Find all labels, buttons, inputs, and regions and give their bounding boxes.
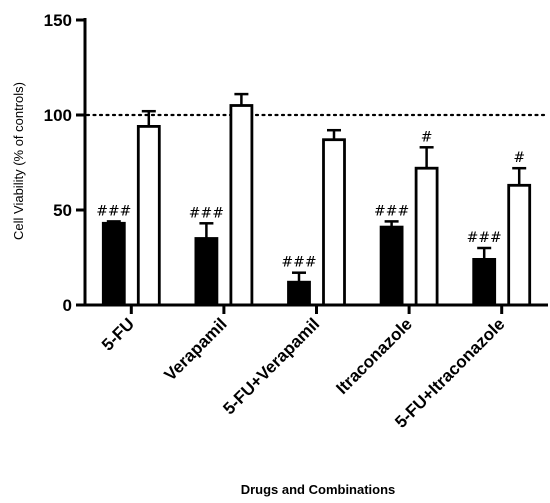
significance-label: ### <box>467 230 502 246</box>
y-tick-label: 100 <box>44 106 72 125</box>
y-tick-label: 50 <box>53 201 72 220</box>
significance-label: # <box>513 150 525 166</box>
significance-label: ### <box>189 205 224 221</box>
x-tick-label: Itraconazole <box>332 314 416 398</box>
bar-open <box>136 125 161 307</box>
bar-open <box>414 166 439 307</box>
bar-filled <box>194 237 219 307</box>
y-axis: 0 50 100 150 <box>44 11 87 315</box>
bar-open <box>322 138 346 307</box>
bar-filled <box>472 257 497 307</box>
x-axis-title: Drugs and Combinations <box>241 482 396 497</box>
x-tick-label: 5-FU+Verapamil <box>219 314 323 418</box>
significance-label: # <box>421 129 433 145</box>
bar-filled <box>101 221 126 307</box>
bars-group: ### ############## <box>96 92 532 307</box>
significance-label: ### <box>374 203 409 219</box>
y-axis-title: Cell Viability (% of controls) <box>11 82 26 240</box>
bar-open <box>507 183 532 307</box>
x-tick-label: Verapamil <box>160 314 230 384</box>
bar-filled <box>379 225 404 307</box>
bar-open <box>229 104 254 307</box>
significance-label: ### <box>281 255 316 271</box>
x-tick-label: 5-FU <box>98 314 138 354</box>
y-tick-label: 0 <box>63 296 72 315</box>
significance-label: ### <box>96 203 131 219</box>
bar-filled <box>287 280 311 307</box>
y-tick-label: 150 <box>44 11 72 30</box>
